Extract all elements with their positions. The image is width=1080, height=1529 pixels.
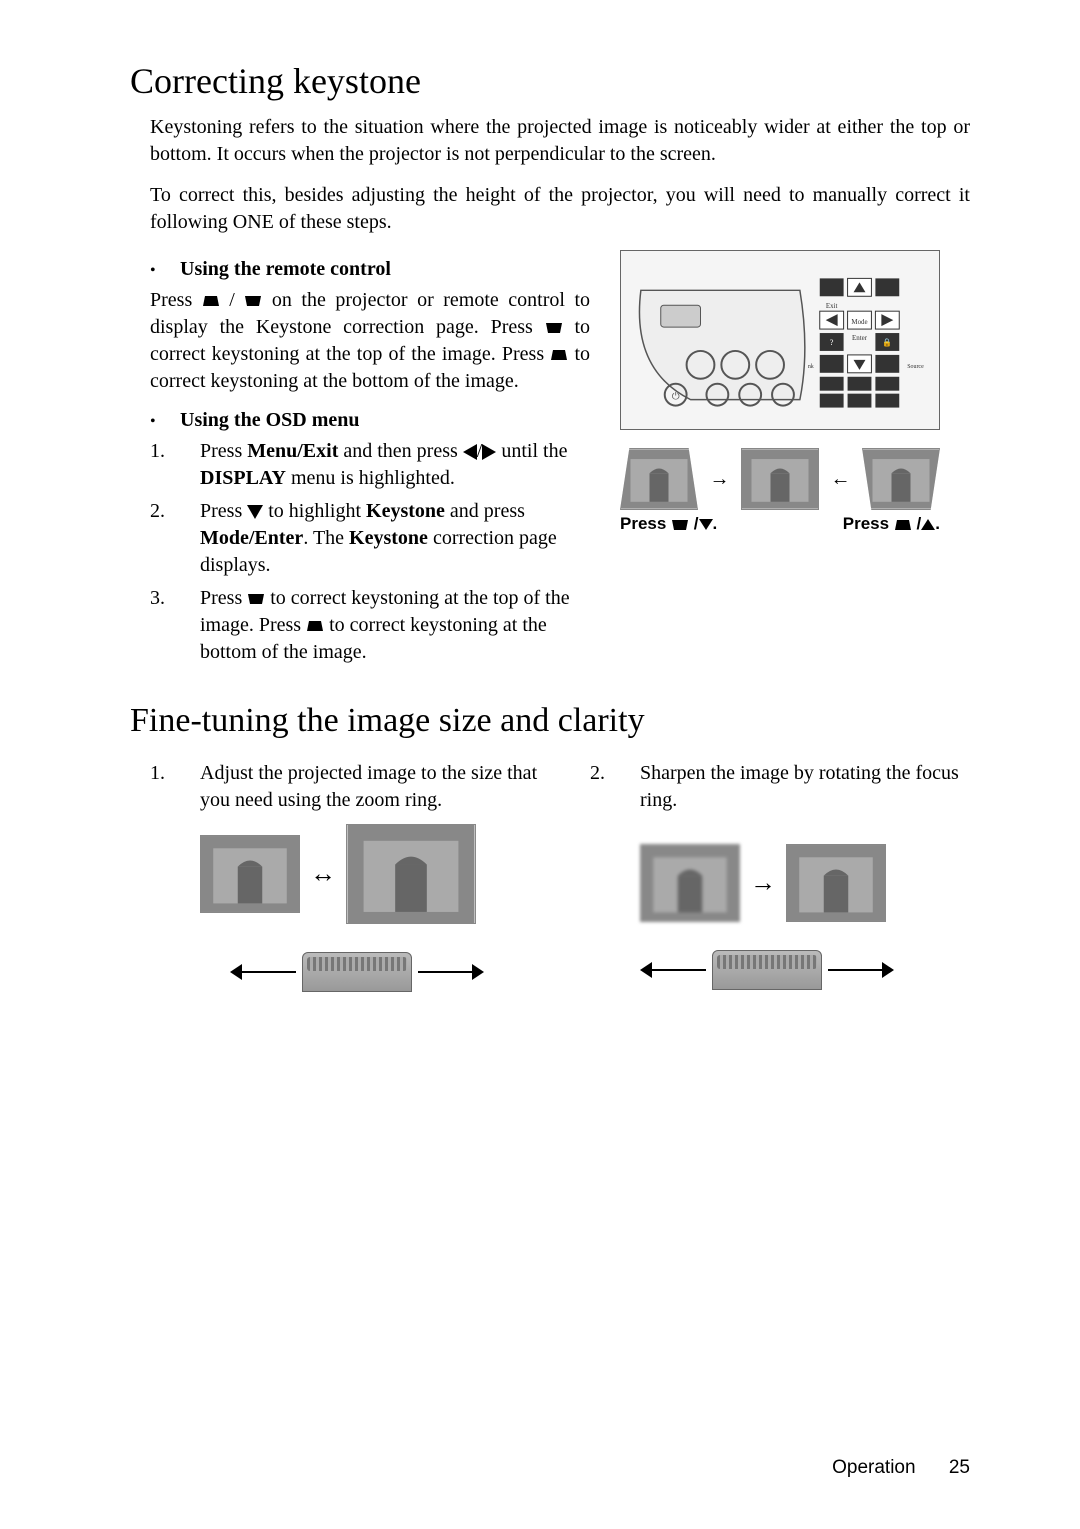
- step-zoom-ring: Adjust the projected image to the size t…: [200, 760, 550, 814]
- svg-text:nk: nk: [808, 364, 814, 370]
- focus-ring-diagram: →: [640, 844, 970, 922]
- step-focus-ring: Sharpen the image by rotating the focus …: [640, 760, 970, 814]
- heading-fine-tuning: Fine-tuning the image size and clarity: [130, 702, 970, 740]
- svg-text:Source: Source: [907, 364, 924, 370]
- keystone-bottom-wide-icon: [306, 619, 324, 633]
- svg-text:Mode: Mode: [851, 318, 867, 326]
- keystone-top-wide-icon: [244, 294, 262, 308]
- list-number: 1.: [150, 762, 200, 785]
- remote-control-illustration: ⏻ Exit Mode: [620, 250, 940, 430]
- page-footer: Operation 25: [832, 1457, 970, 1479]
- keystone-top-wide-icon: [247, 592, 265, 606]
- list-number: 1.: [150, 440, 200, 463]
- keystone-bottom-wide-icon: [202, 294, 220, 308]
- right-arrow-icon: [482, 444, 496, 460]
- down-arrow-icon: [247, 505, 263, 519]
- keystone-correction-diagram: → ←: [620, 448, 940, 510]
- svg-text:Exit: Exit: [826, 302, 838, 310]
- keystone-bottom-wide-icon: [550, 348, 568, 362]
- left-arrow-icon: [463, 444, 477, 460]
- footer-section-label: Operation: [832, 1457, 915, 1478]
- step-correct-keystone: Press to correct keystoning at the top o…: [200, 585, 590, 666]
- bullet-dot: •: [150, 262, 180, 280]
- list-number: 2.: [590, 762, 640, 785]
- para-remote-instructions: Press / on the projector or remote contr…: [150, 287, 590, 395]
- para-keystone-correct: To correct this, besides adjusting the h…: [150, 182, 970, 236]
- heading-correcting-keystone: Correcting keystone: [130, 60, 970, 102]
- keystone-press-labels: Press /. Press /.: [620, 514, 940, 534]
- bullet-remote-control: Using the remote control: [180, 258, 391, 281]
- step-highlight-keystone: Press to highlight Keystone and press Mo…: [200, 498, 590, 579]
- footer-page-number: 25: [949, 1457, 970, 1478]
- zoom-ring-control-illustration: [240, 952, 550, 992]
- svg-text:?: ?: [830, 338, 834, 347]
- focus-ring-control-illustration: [650, 950, 970, 990]
- bullet-osd-menu: Using the OSD menu: [180, 409, 359, 432]
- para-keystone-intro: Keystoning refers to the situation where…: [150, 114, 970, 168]
- zoom-ring-diagram: ↔: [200, 824, 550, 924]
- svg-text:⏻: ⏻: [672, 392, 680, 403]
- bullet-dot: •: [150, 413, 180, 431]
- list-number: 2.: [150, 500, 200, 523]
- svg-text:Enter: Enter: [852, 334, 868, 342]
- svg-text:🔒: 🔒: [882, 338, 892, 347]
- step-press-menu: Press Menu/Exit and then press / until t…: [200, 438, 590, 492]
- list-number: 3.: [150, 587, 200, 610]
- keystone-top-wide-icon: [545, 321, 563, 335]
